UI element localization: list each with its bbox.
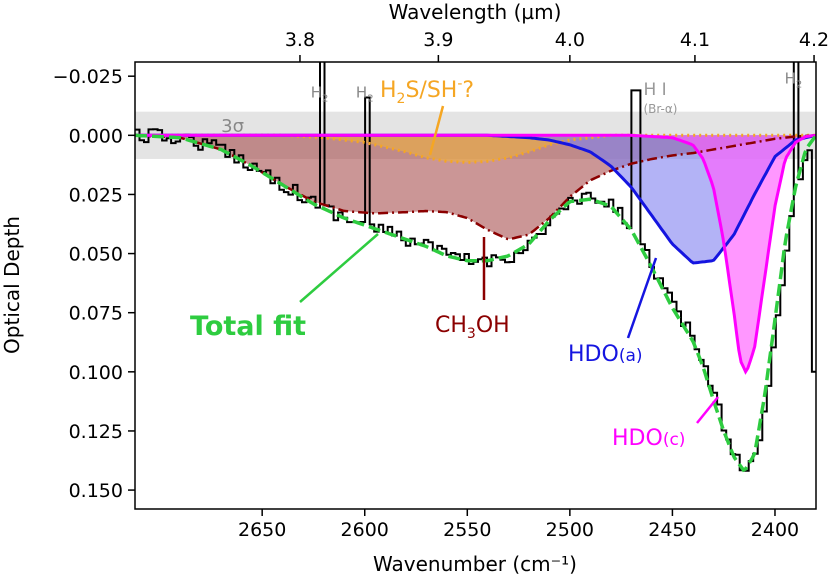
hdo-c-label-group: HDO(c) [612,396,719,451]
hdo-a-label-group: HDO(a) [568,257,658,367]
h2-label: H2 [311,83,329,104]
h2s-fill [135,135,816,163]
total-fit-label: Total fit [190,311,306,342]
component-fills [135,135,816,372]
component-lines [135,133,816,473]
top-tick-label: 3.9 [423,29,453,51]
y-tick-label: 0.125 [69,421,123,443]
hdo-a-label: HDO(a) [568,342,643,367]
h2-label: H2 [356,83,374,104]
hdo-c-line [135,133,816,375]
ch3oh-fill [135,135,816,240]
total-fit-line [135,133,816,473]
h2s-pointer [428,105,445,156]
y-tick-label: 0.150 [69,480,123,502]
hdo-c-fill [135,135,816,372]
top-tick-label: 3.8 [285,29,315,51]
bottom-tick-label: 2450 [648,519,696,541]
total-fit-pointer [299,233,379,303]
bottom-tick-label: 2500 [546,519,594,541]
y-tick-label: 0.100 [69,362,123,384]
y-tick-label: 0.000 [69,125,123,147]
plot-frame [134,61,817,510]
line-annotations: H2 H2 H2 H I (Br-α) [311,69,802,116]
bottom-tick-label: 2400 [751,519,799,541]
hdo-a-fill [135,135,816,263]
top-axis-ticks: 3.8 3.9 4.0 4.1 4.2 [285,29,829,62]
y-tick-label: −0.025 [53,66,123,88]
br-alpha-label: (Br-α) [643,102,677,116]
y-tick-label: 0.075 [69,303,123,325]
h2-label: H2 [785,69,803,90]
ch3oh-label-group: CH3OH [435,237,510,342]
hdo-a-pointer [626,257,658,339]
top-tick-label: 4.1 [680,29,710,51]
y-tick-label: 0.025 [69,184,123,206]
hdo-c-pointer [696,396,719,424]
h2s-label: H2S/SH-? [380,76,474,107]
h-i-label: H I [643,80,666,100]
y-axis-ticks: −0.025 0.000 0.025 0.050 0.075 0.100 0.125 0.15… [53,66,135,502]
bottom-tick-label: 2650 [238,519,286,541]
top-tick-label: 4.2 [799,29,829,51]
hdo-c-label: HDO(c) [612,426,685,451]
h2s-label-group: H2S/SH-? [380,76,474,156]
top-tick-label: 4.0 [555,29,585,51]
top-axis-title: Wavelength (µm) [389,0,562,24]
h2s-line [135,133,816,165]
x-axis-title: Wavenumber (cm⁻¹) [373,552,577,576]
y-tick-label: 0.050 [69,244,123,266]
bottom-tick-label: 2550 [443,519,491,541]
y-axis-title: Optical Depth [0,216,24,354]
noise-band-label: 3σ [221,116,244,137]
total-fit-label-group: Total fit [190,233,379,342]
ch3oh-label: CH3OH [435,313,510,342]
bottom-tick-label: 2600 [341,519,389,541]
bottom-axis-ticks: 2650 2600 2550 2500 2450 2400 [238,509,799,541]
